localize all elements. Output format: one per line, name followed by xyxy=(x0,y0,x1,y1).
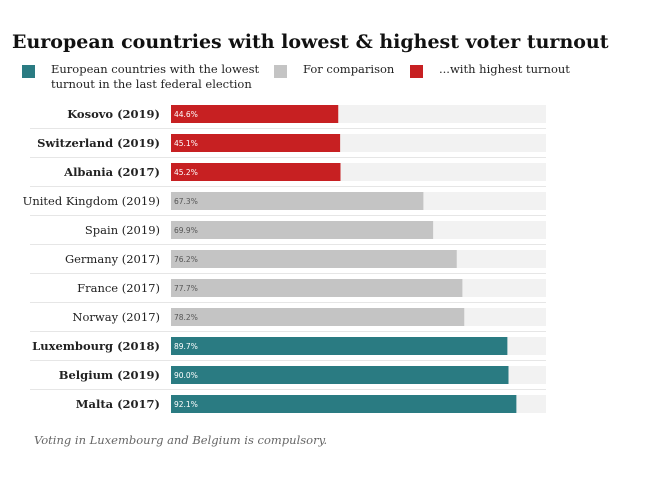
value-label-spain-2019: 69.9% xyxy=(174,226,198,235)
value-label-malta-2017: 92.1% xyxy=(174,400,198,409)
legend-item-comparison: For comparison xyxy=(274,62,394,78)
value-label-kosovo-2019: 44.6% xyxy=(174,110,198,119)
value-label-germany-2017: 76.2% xyxy=(174,255,198,264)
category-label-belgium-2019: Belgium (2019) xyxy=(59,368,160,382)
category-label-united-kingdom-2019: United Kingdom (2019) xyxy=(23,194,160,208)
category-label-luxembourg-2018: Luxembourg (2018) xyxy=(32,339,160,353)
bar-kosovo-2019 xyxy=(171,105,339,123)
value-label-switzerland-2019: 45.1% xyxy=(174,139,198,148)
category-label-albania-2017: Albania (2017) xyxy=(63,165,160,179)
legend-item-lowest: European countries with the lowest turno… xyxy=(22,62,272,92)
value-label-belgium-2019: 90.0% xyxy=(174,371,198,380)
category-label-spain-2019: Spain (2019) xyxy=(85,223,160,237)
value-label-united-kingdom-2019: 67.3% xyxy=(174,197,198,206)
legend-label-lowest: European countries with the lowest turno… xyxy=(51,62,260,91)
legend-label-comparison: For comparison xyxy=(303,62,395,76)
legend-swatch-comparison xyxy=(274,65,287,78)
legend: European countries with the lowest turno… xyxy=(22,62,632,96)
bar-luxembourg-2018 xyxy=(171,337,508,355)
category-label-norway-2017: Norway (2017) xyxy=(72,310,160,324)
category-label-germany-2017: Germany (2017) xyxy=(65,252,160,266)
category-label-malta-2017: Malta (2017) xyxy=(76,397,160,411)
bar-switzerland-2019 xyxy=(171,134,341,152)
legend-label-highest: ...with highest turnout xyxy=(439,62,570,76)
bar-malta-2017 xyxy=(171,395,517,413)
category-label-france-2017: France (2017) xyxy=(77,281,160,295)
bar-united-kingdom-2019 xyxy=(171,192,424,210)
value-label-albania-2017: 45.2% xyxy=(174,168,198,177)
value-label-luxembourg-2018: 89.7% xyxy=(174,342,198,351)
bar-norway-2017 xyxy=(171,308,465,326)
legend-swatch-highest xyxy=(410,65,423,78)
legend-swatch-lowest xyxy=(22,65,35,78)
category-label-kosovo-2019: Kosovo (2019) xyxy=(67,107,160,121)
bar-france-2017 xyxy=(171,279,463,297)
value-label-norway-2017: 78.2% xyxy=(174,313,198,322)
bar-spain-2019 xyxy=(171,221,434,239)
legend-item-highest: ...with highest turnout xyxy=(410,62,570,78)
chart-title: European countries with lowest & highest… xyxy=(12,31,609,53)
value-label-france-2017: 77.7% xyxy=(174,284,198,293)
bar-belgium-2019 xyxy=(171,366,509,384)
bar-germany-2017 xyxy=(171,250,457,268)
category-label-switzerland-2019: Switzerland (2019) xyxy=(37,136,160,150)
bar-albania-2017 xyxy=(171,163,341,181)
chart-caption: Voting in Luxembourg and Belgium is comp… xyxy=(34,433,328,447)
